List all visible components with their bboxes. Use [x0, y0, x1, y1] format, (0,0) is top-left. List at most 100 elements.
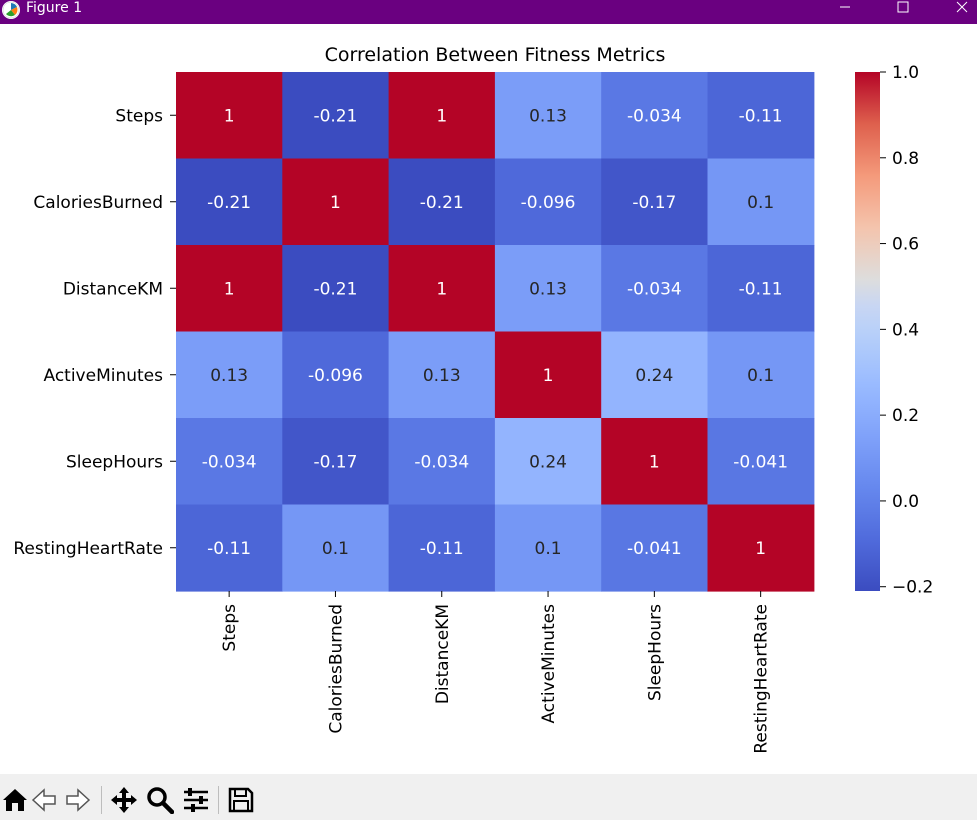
heatmap-chart: Correlation Between Fitness Metrics 1 -0.…	[13, 44, 933, 754]
forward-button[interactable]	[63, 784, 93, 816]
cell-value-label: -0.096	[308, 366, 363, 386]
forward-arrow-icon	[66, 788, 91, 812]
heatmap-cell	[282, 158, 390, 246]
cell-value-label: -0.17	[632, 193, 676, 213]
cell-value-label: 1	[224, 279, 235, 299]
colorbar-tick-label: 0.2	[892, 406, 919, 426]
heatmap-cell	[601, 504, 709, 592]
y-tick-label: ActiveMinutes	[43, 366, 163, 386]
x-tick-label: CaloriesBurned	[326, 604, 346, 734]
heatmap-cell	[494, 504, 602, 592]
heatmap-cell	[601, 72, 709, 160]
colorbar-tick-label: 1.0	[892, 63, 919, 83]
cell-value-label: -0.21	[207, 193, 251, 213]
maximize-icon	[897, 1, 909, 13]
x-tick-label: SleepHours	[645, 604, 665, 701]
colorbar-tick-label: 0.0	[892, 492, 919, 512]
save-button[interactable]	[226, 784, 256, 816]
x-tick-label: ActiveMinutes	[539, 604, 559, 724]
cell-value-label: 1	[224, 106, 235, 126]
heatmap-cell	[601, 158, 709, 246]
heatmap-cell	[494, 72, 602, 160]
cell-value-label: 0.1	[535, 539, 562, 559]
heatmap-cell	[707, 418, 815, 506]
home-icon	[3, 789, 27, 811]
colorbar-tick-label: 0.8	[892, 149, 919, 169]
figure-canvas: Correlation Between Fitness Metrics 1 -0.…	[0, 24, 977, 774]
pan-icon	[111, 787, 137, 813]
cell-value-label: 1	[649, 452, 660, 472]
cell-value-label: 1	[436, 279, 447, 299]
cell-value-label: 1	[330, 193, 341, 213]
cell-value-label: -0.041	[627, 539, 682, 559]
cell-value-label: 1	[755, 539, 766, 559]
heatmap-cell	[282, 331, 390, 419]
heatmap-cells: 1 -0.21 1 0.13 -0.034 -0.11 -0.21 1 -0.21 -0.096 -…	[176, 72, 815, 592]
cell-value-label: -0.034	[414, 452, 469, 472]
heatmap-cell	[707, 245, 815, 333]
configure-subplots-icon	[184, 788, 208, 812]
close-icon	[956, 1, 968, 13]
zoom-button[interactable]	[145, 784, 175, 816]
cell-value-label: -0.21	[313, 279, 357, 299]
close-button[interactable]	[940, 0, 977, 14]
cell-value-label: 0.13	[529, 106, 567, 126]
cell-value-label: -0.041	[733, 452, 788, 472]
heatmap-cell	[282, 504, 390, 592]
heatmap-cell	[388, 331, 496, 419]
colorbar: 1.0 0.8 0.6 0.4 0.2 0.0 −0.2	[855, 63, 933, 598]
heatmap-cell	[707, 504, 815, 592]
heatmap-cell	[176, 504, 283, 592]
y-tick-label: Steps	[115, 106, 163, 126]
cell-value-label: -0.21	[420, 193, 464, 213]
cell-value-label: 0.1	[747, 193, 774, 213]
heatmap-cell	[388, 72, 496, 160]
heatmap-cell	[176, 158, 283, 246]
cell-value-label: 0.24	[635, 366, 673, 386]
back-arrow-icon	[31, 788, 56, 812]
cell-value-label: -0.21	[313, 106, 357, 126]
heatmap-cell	[282, 245, 390, 333]
toolbar-separator	[218, 786, 219, 814]
cell-value-label: 0.1	[322, 539, 349, 559]
heatmap-cell	[707, 331, 815, 419]
x-tick-label: Steps	[220, 604, 240, 652]
configure-subplots-button[interactable]	[181, 784, 211, 816]
heatmap-cell	[388, 418, 496, 506]
cell-value-label: -0.034	[627, 106, 682, 126]
back-button[interactable]	[29, 784, 59, 816]
minimize-button[interactable]	[823, 0, 867, 14]
window-titlebar: Figure 1	[0, 0, 977, 24]
heatmap-cell	[388, 245, 496, 333]
colorbar-bar	[855, 72, 880, 591]
heatmap-cell	[176, 331, 283, 419]
save-icon	[228, 787, 254, 813]
heatmap-cell	[601, 331, 709, 419]
colorbar-tick-label: −0.2	[892, 578, 933, 598]
cell-value-label: 0.13	[210, 366, 248, 386]
x-axis-labels: Steps CaloriesBurned DistanceKM ActiveMinut…	[220, 591, 772, 754]
toolbar-separator	[101, 786, 102, 814]
pan-button[interactable]	[109, 784, 139, 816]
cell-value-label: -0.11	[207, 539, 251, 559]
y-tick-label: RestingHeartRate	[13, 539, 163, 559]
heatmap-cell	[494, 245, 602, 333]
home-button[interactable]	[0, 784, 30, 816]
cell-value-label: 0.13	[529, 279, 567, 299]
navigation-toolbar	[0, 774, 977, 820]
cell-value-label: 0.13	[423, 366, 461, 386]
cell-value-label: -0.11	[739, 279, 783, 299]
y-tick-label: CaloriesBurned	[33, 193, 163, 213]
maximize-button[interactable]	[881, 0, 925, 14]
window-title: Figure 1	[26, 0, 83, 16]
x-tick-label: RestingHeartRate	[752, 604, 772, 754]
heatmap-cell	[388, 504, 496, 592]
colorbar-tick-label: 0.4	[892, 320, 919, 340]
colorbar-tick-label: 0.6	[892, 235, 919, 255]
heatmap-cell	[707, 158, 815, 246]
heatmap-cell	[494, 331, 602, 419]
chart-title: Correlation Between Fitness Metrics	[325, 44, 666, 66]
heatmap-cell	[601, 418, 709, 506]
heatmap-cell	[707, 72, 815, 160]
cell-value-label: -0.17	[313, 452, 357, 472]
